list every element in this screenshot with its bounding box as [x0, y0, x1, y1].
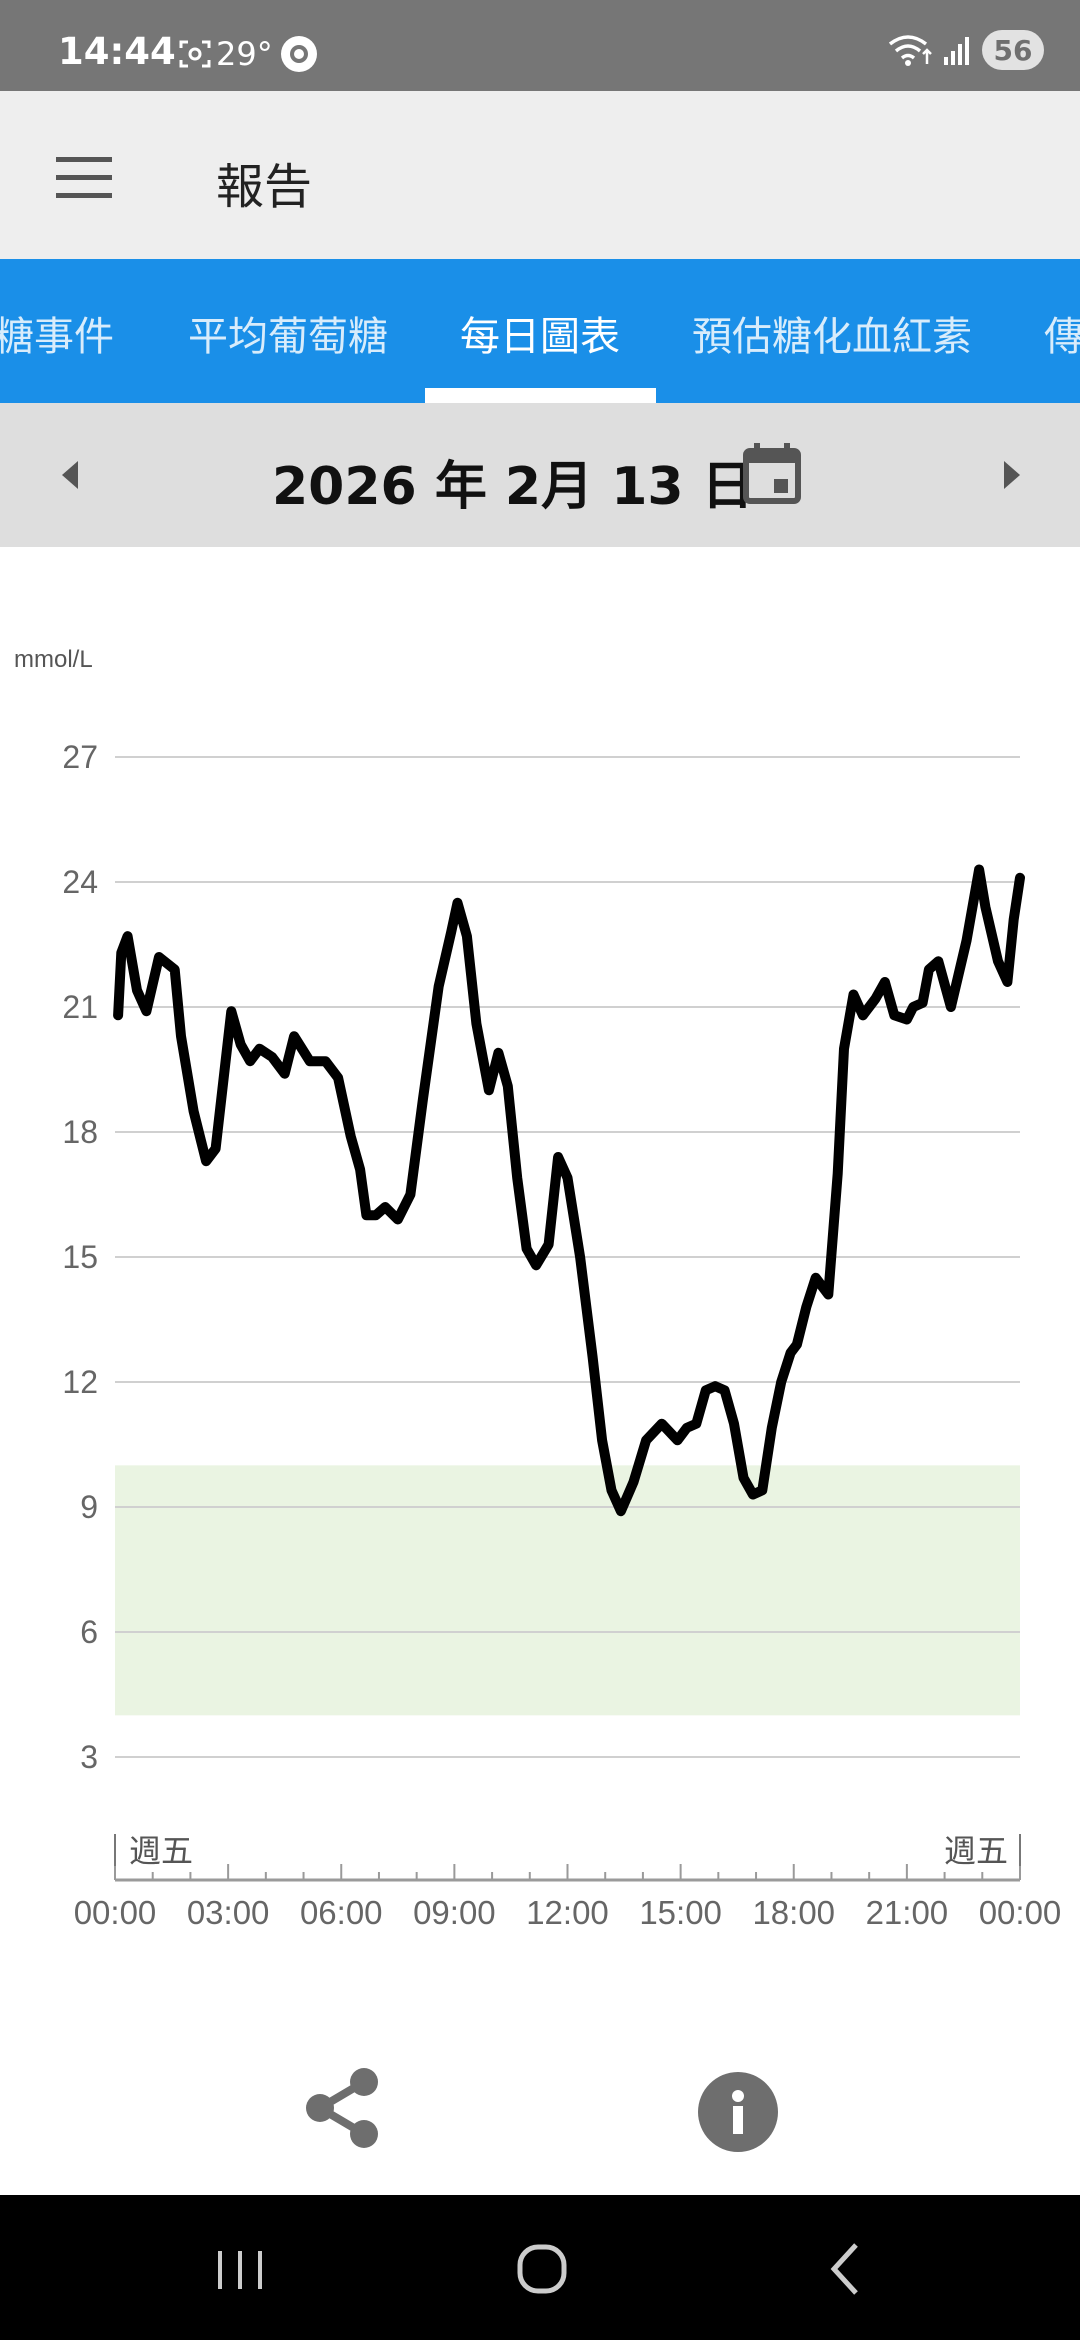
status-time: 14:44: [58, 30, 176, 73]
screenshot-icon: [179, 40, 211, 68]
y-tick-label: 24: [62, 864, 98, 900]
tab-bar: 糖事件 平均葡萄糖 每日圖表 預估糖化血紅素 傳: [0, 259, 1080, 403]
tab-average-glucose[interactable]: 平均葡萄糖: [188, 314, 388, 360]
y-axis-unit-label: mmol/L: [14, 646, 93, 673]
x-tick-label: 18:00: [752, 1894, 835, 1931]
previous-day-icon[interactable]: [52, 455, 92, 495]
x-tick-label: 09:00: [413, 1894, 496, 1931]
x-tick-label: 06:00: [300, 1894, 383, 1931]
y-tick-label: 9: [80, 1489, 98, 1525]
y-tick-label: 12: [62, 1364, 98, 1400]
share-icon[interactable]: [298, 2062, 386, 2158]
glucose-line-chart: mmol/L 27 24 21 18 15 12 9 6 3 00:00 03:00 06:00 09:0…: [14, 646, 1062, 1931]
x-tick-label: 12:00: [526, 1894, 609, 1931]
glucose-series-line: [113, 864, 1025, 1517]
date-bar: 2026 年 2月 13 日: [0, 403, 1080, 547]
tab-estimated-a1c[interactable]: 預估糖化血紅素: [692, 314, 972, 360]
next-day-icon[interactable]: [990, 455, 1030, 495]
day-label-start: 週五: [129, 1832, 193, 1870]
bottom-actions: [0, 2050, 1080, 2170]
app-bar: 報告: [0, 91, 1080, 259]
home-icon[interactable]: [502, 2237, 582, 2301]
x-tick-label: 15:00: [639, 1894, 722, 1931]
system-nav-bar: [0, 2195, 1080, 2340]
y-tick-label: 6: [80, 1614, 98, 1650]
x-tick-label: 00:00: [74, 1894, 157, 1931]
signal-icon: [944, 37, 969, 65]
y-tick-label: 27: [62, 739, 98, 775]
target-range-band: [115, 1465, 1020, 1716]
y-tick-label: 15: [62, 1239, 98, 1275]
recent-apps-icon[interactable]: [200, 2237, 280, 2301]
record-icon: [280, 36, 317, 72]
y-tick-label: 3: [80, 1739, 98, 1775]
status-temperature: 29°: [216, 35, 273, 73]
day-label-end: 週五: [944, 1832, 1008, 1870]
tab-events[interactable]: 糖事件: [0, 314, 114, 360]
status-left-icons: 29°: [178, 34, 319, 74]
tab-more[interactable]: 傳: [1044, 314, 1080, 360]
x-tick-label: 03:00: [187, 1894, 270, 1931]
page-title: 報告: [216, 159, 313, 215]
x-tick-label: 21:00: [866, 1894, 949, 1931]
battery-indicator: 56: [982, 30, 1044, 70]
info-icon: [732, 2090, 744, 2134]
x-tick-label: 00:00: [979, 1894, 1062, 1931]
status-right-icons: 56: [886, 30, 1044, 70]
tab-daily-chart[interactable]: 每日圖表: [460, 314, 620, 360]
active-tab-indicator: [425, 388, 656, 403]
menu-icon[interactable]: [40, 141, 130, 213]
calendar-icon[interactable]: [740, 441, 804, 507]
y-tick-label: 21: [62, 989, 98, 1025]
date-label: 2026 年 2月 13 日: [272, 457, 754, 517]
back-icon[interactable]: [806, 2237, 886, 2301]
y-tick-label: 18: [62, 1114, 98, 1150]
wifi-icon: [888, 35, 932, 66]
info-button[interactable]: [698, 2072, 778, 2152]
daily-glucose-chart: mmol/L 27 24 21 18 15 12 9 6 3 00:00 03:00 06:00 09:0…: [0, 600, 1080, 1980]
status-bar: 14:44 29° 56: [0, 0, 1080, 91]
